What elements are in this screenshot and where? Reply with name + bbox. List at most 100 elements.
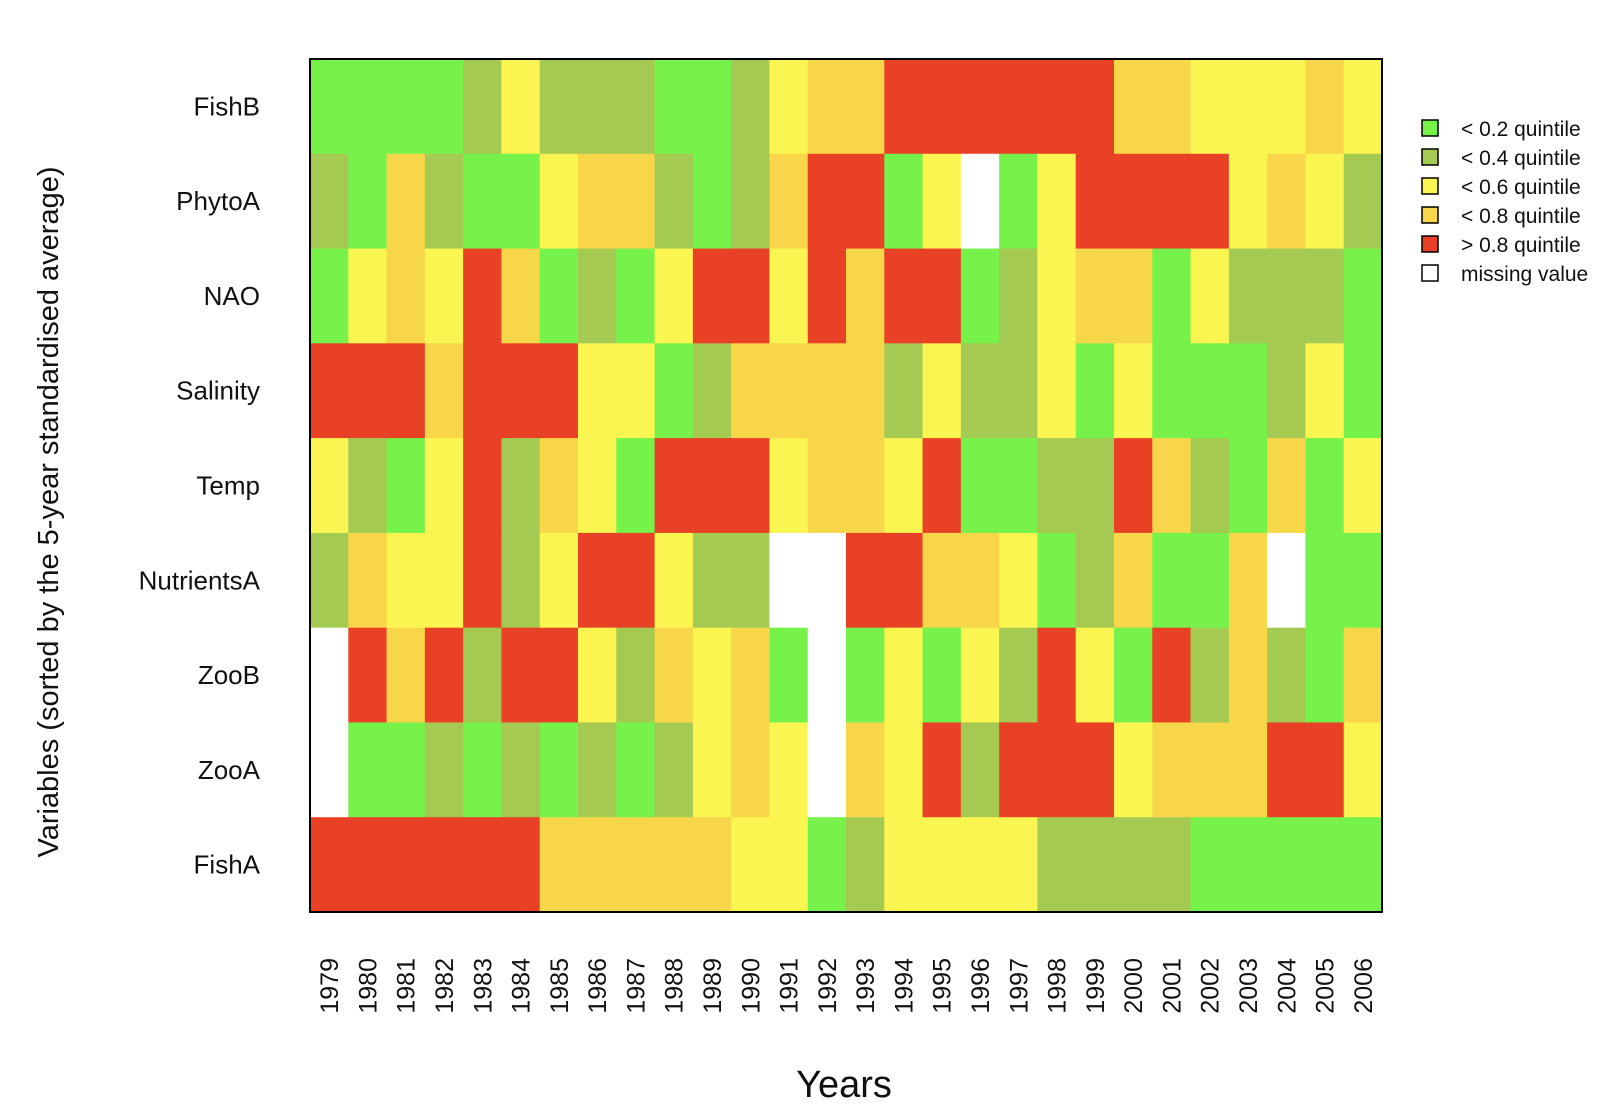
heatmap-cell-NAO-1998 [1037,248,1077,344]
heatmap-cell-FishA-1991 [769,817,809,913]
heatmap-cell-NutrientsA-1998 [1037,532,1077,629]
legend-swatch-4 [1421,235,1439,253]
heatmap-cell-PhytoA-1989 [692,153,732,250]
heatmap-cell-NutrientsA-1981 [386,532,426,629]
heatmap-cell-Salinity-1983 [463,343,503,439]
heatmap-cell-ZooB-1982 [424,627,464,724]
plot-border [309,58,1383,913]
heatmap-cell-FishA-2002 [1190,817,1230,913]
heatmap-cell-FishA-1987 [616,817,656,913]
heatmap-cell-PhytoA-2005 [1305,153,1345,250]
heatmap-cell-FishA-2006 [1343,817,1383,913]
heatmap-cell-ZooB-2003 [1228,627,1268,724]
heatmap-cell-FishA-1984 [501,817,541,913]
heatmap-cell-NutrientsA-1989 [692,532,732,629]
heatmap-cell-NutrientsA-1994 [884,532,924,629]
year-label-2003: 2003 [1235,958,1263,1014]
heatmap-cell-ZooB-1980 [348,627,388,724]
heatmap-cell-NAO-1994 [884,248,924,344]
heatmap-cell-PhytoA-1987 [616,153,656,250]
year-label-1981: 1981 [393,958,421,1014]
heatmap-cell-FishA-1997 [999,817,1039,913]
row-label-ZooB: ZooB [198,660,260,690]
heatmap-cell-Temp-2003 [1228,438,1268,534]
heatmap-cell-NAO-1992 [807,248,847,344]
heatmap-cell-FishB-2001 [1152,59,1192,155]
heatmap-cell-Salinity-1993 [846,343,885,439]
heatmap-cell-Salinity-1991 [769,343,809,439]
heatmap-cell-NAO-1995 [922,248,962,344]
heatmap-cell-NutrientsA-1987 [616,532,656,629]
year-label-2000: 2000 [1120,958,1148,1014]
heatmap-cell-ZooA-1991 [769,722,809,818]
year-label-1995: 1995 [929,958,957,1014]
heatmap-cell-NutrientsA-1996 [960,532,1000,629]
heatmap-cell-Temp-1981 [386,438,426,534]
legend: < 0.2 quintile < 0.4 quintile < 0.6 quinti… [1421,118,1588,286]
heatmap-cell-NutrientsA-1985 [539,532,579,629]
heatmap-cell-Temp-1988 [654,438,694,534]
heatmap-cell-FishA-1992 [807,817,847,913]
heatmap-cell-ZooB-1979 [310,627,349,724]
legend-label-2: < 0.6 quintile [1461,176,1581,199]
heatmap-cell-ZooB-1984 [501,627,541,724]
heatmap-cell-ZooB-2005 [1305,627,1345,724]
heatmap-cell-PhytoA-1999 [1075,153,1115,250]
heatmap-cell-FishB-1996 [960,59,1000,155]
heatmap-cell-ZooB-1981 [386,627,426,724]
heatmap-cell-Salinity-2000 [1114,343,1153,439]
heatmap-cell-FishA-1996 [960,817,1000,913]
year-label-1985: 1985 [546,958,574,1014]
heatmap-cell-Salinity-1998 [1037,343,1077,439]
legend-swatch-3 [1421,206,1439,224]
year-label-1979: 1979 [316,958,344,1014]
heatmap-cell-Salinity-2005 [1305,343,1345,439]
heatmap-cell-FishA-2005 [1305,817,1345,913]
heatmap-cell-NutrientsA-2004 [1267,532,1307,629]
heatmap-cell-PhytoA-1985 [539,153,579,250]
heatmap-cell-ZooA-1995 [922,722,962,818]
heatmap-cell-ZooA-1999 [1075,722,1115,818]
heatmap-cell-NAO-1988 [654,248,694,344]
heatmap-cell-FishB-1998 [1037,59,1077,155]
heatmap-cell-FishA-1990 [731,817,771,913]
heatmap-cell-ZooA-1985 [539,722,579,818]
row-label-PhytoA: PhytoA [176,186,260,216]
heatmap-cell-NutrientsA-1999 [1075,532,1115,629]
legend-swatch-1 [1421,148,1439,166]
heatmap-cell-PhytoA-2002 [1190,153,1230,250]
heatmap-cell-PhytoA-1980 [348,153,388,250]
heatmap-cell-Temp-1994 [884,438,924,534]
heatmap-cell-Salinity-2002 [1190,343,1230,439]
year-label-2002: 2002 [1197,958,1225,1014]
heatmap-cell-FishB-1985 [539,59,579,155]
heatmap-cell-FishA-2001 [1152,817,1192,913]
year-label-1992: 1992 [814,958,842,1014]
heatmap-cell-ZooA-1988 [654,722,694,818]
heatmap-cell-ZooB-1997 [999,627,1039,724]
year-label-1996: 1996 [967,958,995,1014]
heatmap-cell-ZooA-1994 [884,722,924,818]
heatmap-cell-ZooB-2006 [1343,627,1383,724]
heatmap-cell-Temp-1998 [1037,438,1077,534]
heatmap-cell-ZooB-2004 [1267,627,1307,724]
heatmap-cell-PhytoA-1995 [922,153,962,250]
heatmap-cell-ZooA-1979 [310,722,349,818]
heatmap-cell-NAO-1983 [463,248,503,344]
year-label-2005: 2005 [1312,958,1340,1014]
heatmap-cell-Temp-1979 [310,438,349,534]
heatmap-cell-NAO-1993 [846,248,885,344]
year-label-1994: 1994 [890,958,918,1014]
heatmap-cell-ZooB-1998 [1037,627,1077,724]
heatmap-cell-Salinity-1986 [578,343,617,439]
year-label-1989: 1989 [699,958,727,1014]
heatmap-cell-Temp-1980 [348,438,388,534]
heatmap-cell-PhytoA-2000 [1114,153,1153,250]
heatmap-cell-PhytoA-1993 [846,153,885,250]
heatmap-cell-FishA-1994 [884,817,924,913]
heatmap-cell-ZooB-1999 [1075,627,1115,724]
heatmap-cell-FishA-2004 [1267,817,1307,913]
heatmap-cell-Salinity-1996 [960,343,1000,439]
heatmap-cell-ZooB-1996 [960,627,1000,724]
heatmap-cell-NutrientsA-1991 [769,532,809,629]
